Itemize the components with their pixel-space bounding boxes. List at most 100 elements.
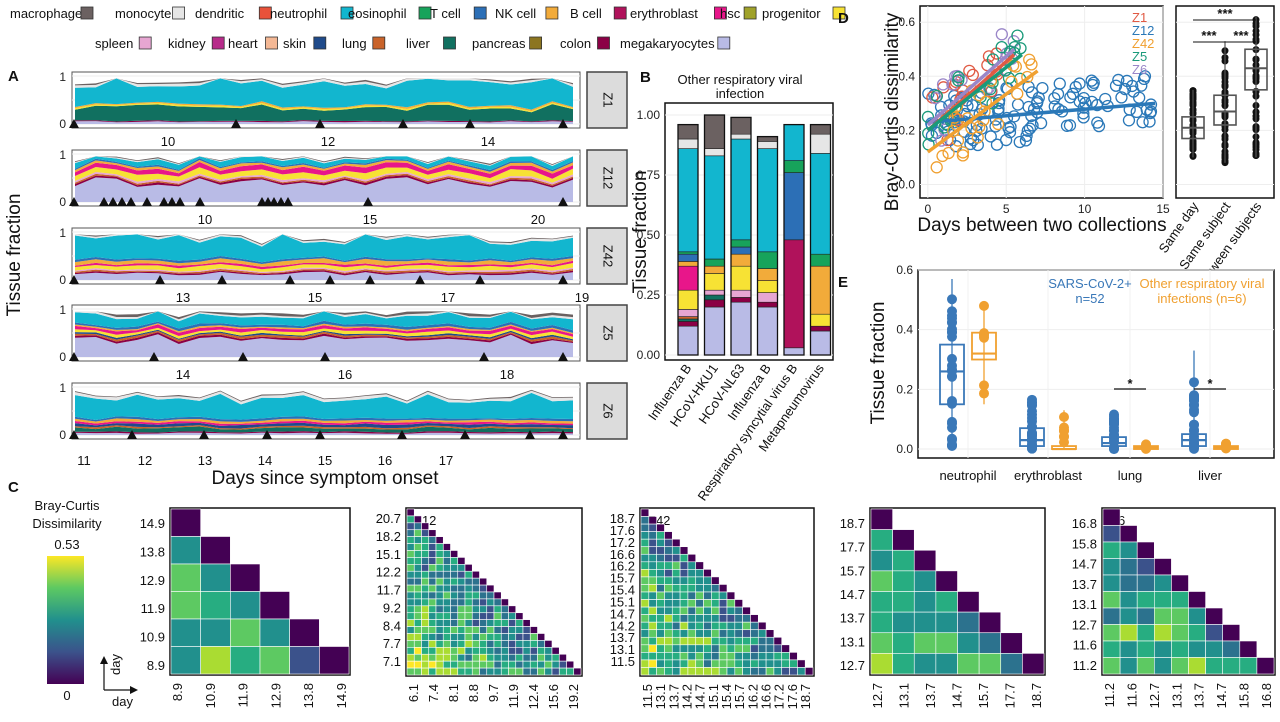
heatmap-cell-Z12 (515, 660, 524, 669)
heatmap-cell-Z42 (640, 636, 650, 646)
heatmap-cell-Z12 (515, 619, 524, 627)
heatmap-cell-Z12 (450, 619, 459, 627)
panel-e-ylabel: Tissue fraction (868, 302, 889, 425)
panel-a-strip-Z1 (586, 71, 628, 129)
heatmap-cell-Z12 (428, 591, 437, 600)
heatmap-cell-Z42 (640, 538, 650, 548)
heatmap-cell-Z42 (695, 569, 704, 578)
heatmap-cell-Z12 (471, 640, 480, 648)
colorbar (47, 556, 84, 684)
heatmap-cell-Z12 (486, 598, 495, 607)
heatmap-cell-Z12 (486, 584, 495, 593)
heatmap-cell-Z12 (515, 633, 524, 641)
panel-a-sample-marker (159, 197, 169, 206)
heatmap-cell-Z5 (870, 611, 893, 634)
heatmap-cell-Z12 (486, 667, 495, 676)
panel-d-point (948, 111, 961, 124)
heatmap-cell-Z12 (522, 633, 531, 641)
heatmap-cell-Z12 (493, 633, 502, 641)
heatmap-cell-Z5 (957, 632, 980, 654)
heatmap-ytick-Z5: 13.1 (840, 634, 865, 649)
heatmap-cell-Z6 (1119, 607, 1138, 625)
heatmap-cell-Z42 (679, 636, 689, 646)
heatmap-cell-Z42 (718, 636, 728, 646)
panel-b-bar-seg-progenitor (810, 313, 831, 327)
heatmap-cell-Z42 (742, 636, 751, 646)
heatmap-cell-Z12 (435, 550, 444, 558)
heatmap-ytick-Z1: 14.9 (140, 516, 165, 531)
heatmap-cell-Z12 (428, 598, 437, 607)
panel-d-ylabel: Bray-Curtis dissimilarity (882, 12, 903, 211)
heatmap-cell-Z12 (500, 660, 509, 669)
heatmap-cell-Z12 (413, 667, 422, 676)
heatmap-cell-Z12 (573, 667, 582, 676)
heatmap-cell-Z42 (804, 667, 814, 676)
heatmap-cell-Z12 (479, 653, 488, 662)
heatmap-cell-Z42 (742, 652, 751, 661)
heatmap-cell-Z42 (648, 546, 657, 555)
heatmap-cell-Z42 (765, 644, 775, 653)
panel-a-ytick: 1 (59, 148, 66, 162)
heatmap-ytick-Z12: 20.7 (376, 511, 401, 526)
heatmap-cell-Z12 (428, 564, 437, 572)
panel-a-area-Z5-neutrophil (75, 311, 573, 331)
panel-a-xtick: 15 (318, 453, 332, 468)
heatmap-cell-Z42 (703, 667, 712, 676)
panel-d-point (1013, 135, 1026, 149)
panel-a-xtick: 17 (439, 453, 453, 468)
heatmap-cell-Z12 (529, 633, 538, 641)
panel-d-point (1020, 129, 1033, 142)
heatmap-cell-Z5 (892, 632, 915, 654)
panel-a-area-Z5-progenitor (75, 327, 573, 340)
panel-b-bar-seg-colon (677, 321, 699, 327)
heatmap-cell-Z12 (428, 667, 437, 676)
panel-d-point (1023, 122, 1037, 135)
heatmap-cell-Z42 (671, 591, 681, 600)
heatmap-cell-Z42 (656, 569, 665, 578)
heatmap-cell-Z42 (656, 538, 665, 548)
heatmap-cell-Z6 (1136, 657, 1155, 675)
heatmap-cell-Z6 (1154, 640, 1172, 658)
heatmap-cell-Z12 (508, 667, 517, 676)
panel-d-point (1073, 77, 1086, 90)
heatmap-cell-Z12 (406, 508, 415, 517)
panel-b-bar-seg-macrophage (677, 124, 699, 140)
panel-a-area-Z12-neutrophil (75, 156, 573, 170)
heatmap-cell-Z12 (428, 577, 437, 586)
panel-d-point (1011, 29, 1024, 42)
heatmap-cell-Z42 (671, 569, 681, 578)
legend-swatch-progenitor (832, 6, 846, 20)
heatmap-cell-Z42 (656, 614, 665, 623)
panel-b-bar-seg-neutrophil (783, 124, 805, 161)
panel-b-bar-seg-neutrophil (757, 148, 778, 253)
heatmap-cell-Z6 (1119, 640, 1138, 658)
heatmap-cell-Z12 (529, 653, 538, 662)
heatmap-cell-Z42 (750, 629, 759, 638)
panel-a-xtick: 17 (441, 290, 455, 305)
heatmap-cell-Z12 (428, 633, 437, 641)
panel-a-area-Z6-lung (75, 425, 573, 430)
heatmap-cell-Z6 (1205, 607, 1223, 625)
heatmap-cell-Z12 (421, 640, 430, 648)
heatmap-cell-Z12 (435, 584, 444, 593)
heatmap-cell-Z12 (522, 653, 531, 662)
heatmap-cell-Z42 (664, 561, 673, 570)
heatmap-cell-Z6 (1102, 508, 1121, 526)
heatmap-cell-Z12 (471, 660, 480, 669)
heatmap-cell-Z12 (428, 550, 437, 558)
panel-d-point (963, 64, 976, 78)
panel-b-bar-seg-NK-cell (810, 265, 831, 315)
panel-a-area-Z12-megakaryocytes (75, 177, 573, 202)
panel-e-ytick: 0.2 (896, 382, 913, 396)
heatmap-cell-Z42 (757, 652, 767, 661)
heatmap-cell-Z12 (464, 647, 473, 655)
heatmap-cell-Z42 (750, 621, 759, 631)
heatmap-xtick-Z6: 15.8 (1237, 683, 1252, 708)
heatmap-cell-Z42 (750, 614, 759, 623)
heatmap-cell-Z42 (656, 561, 665, 570)
heatmap-cell-Z12 (450, 564, 459, 572)
heatmap-ytick-Z12: 18.2 (376, 529, 401, 544)
heatmap-cell-Z12 (450, 667, 459, 676)
panel-d-point (1052, 102, 1065, 116)
